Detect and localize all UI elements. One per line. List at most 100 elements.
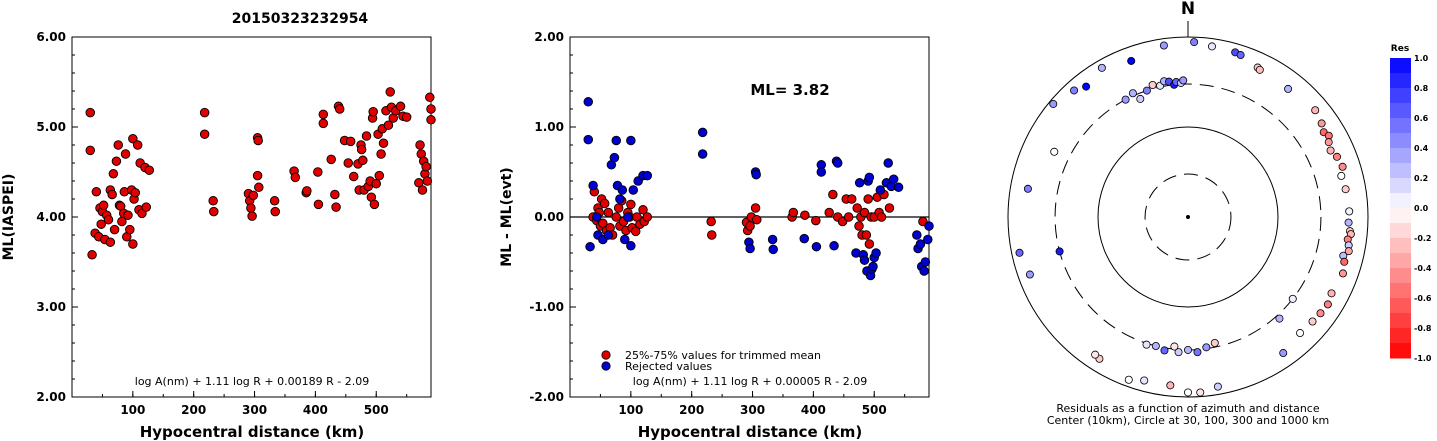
panel2-point [642,170,653,181]
colorbar-tick-label: 0.4 [1414,144,1429,153]
polar-point [1127,56,1136,65]
polar-point [1196,388,1205,397]
panel1-point [313,199,324,210]
panel2-point [875,185,886,195]
panel1-point [125,224,135,235]
polar-point [1174,348,1183,357]
panel1-point [331,202,341,212]
panel1-point [371,178,381,189]
panel2-point [871,248,881,258]
panel1-point [208,196,218,206]
panel1-xtick-label: 500 [364,403,389,417]
panel1-formula: log A(nm) + 1.11 log R + 0.00189 R - 2.0… [135,375,369,388]
polar-caption-line2: Center (10km), Circle at 30, 100, 300 an… [1047,414,1329,427]
colorbar-tick-label: 1.0 [1414,54,1429,63]
polar-point [1288,294,1297,303]
panel2-point [583,97,594,107]
panel1-point [85,145,96,156]
panel1-point [123,210,133,220]
panel1-point [248,190,259,201]
panel1-point [368,106,378,117]
panel2-point [620,234,630,245]
panel1-point [358,155,368,166]
panel1-xtick-label: 100 [120,403,145,417]
panel2-point [854,178,865,188]
panel2-point [811,241,822,252]
panel1-point [343,158,353,168]
panel2-point [919,266,929,276]
panel2-point [843,212,854,222]
polar-point [1337,171,1346,180]
panel1-xtick-label: 300 [242,403,267,417]
panel1-ytick-label: 6.00 [36,30,66,44]
panel1-point [91,187,102,197]
panel1-point [378,138,389,148]
colorbar-cell [1390,238,1411,254]
panel1-point [254,182,264,193]
panel2-point [829,241,839,251]
panel1-point [318,118,329,129]
panel2-point [599,198,610,209]
polar-point [1284,84,1293,93]
polar-point [1210,339,1219,348]
panel1-point [290,172,301,183]
polar-point [1160,346,1169,355]
panel2-point [811,215,821,226]
colorbar-title: Res [1391,44,1409,54]
panel2-point [920,257,931,267]
panel1-point [361,131,372,141]
polar-point [1341,185,1350,194]
panel1-point [209,206,219,217]
polar-point [1159,41,1168,50]
panel2-point [824,207,834,218]
polar-point [1275,314,1284,323]
polar-point [1338,269,1347,278]
polar-point [1050,147,1059,156]
panel1-point [421,161,431,172]
panel2-point [864,239,875,249]
legend-marker-rejected [601,361,611,371]
panel1-point [356,144,367,155]
panel2-point [697,149,708,159]
panel1-point [128,239,138,249]
panel2-point [623,212,633,222]
panel1-point [132,140,143,150]
polar-point [1097,63,1106,72]
colorbar-cell [1390,178,1411,194]
panel1-point [326,154,336,165]
polar-point [1140,376,1149,385]
panel2-point [799,233,810,244]
polar-point [1015,248,1024,257]
panel1-ytick-label: 2.00 [36,390,66,404]
colorbar-cell [1390,118,1411,134]
legend-label-trimmed: 25%-75% values for trimmed mean [625,349,821,362]
polar-center [1186,215,1190,219]
panel1-point [141,202,151,212]
panel2-point [617,185,628,195]
panel2-point [626,135,636,146]
polar-point [1166,381,1175,390]
polar-point [1170,342,1179,351]
panel1-ytick-label: 3.00 [36,300,66,314]
panel2-point [706,216,716,227]
panel1-point [313,167,323,177]
panel1-point [348,171,359,182]
north-label: N [1181,0,1195,19]
panel1-point [111,156,122,166]
polar-point [1023,184,1032,193]
panel2-point [750,203,761,213]
panel2-point [816,167,827,177]
panel1-point [422,176,433,186]
panel2-point [626,199,636,210]
colorbar-cell [1390,343,1411,359]
colorbar-cell [1390,313,1411,329]
polar-point [1323,300,1332,309]
panel2-point [767,234,778,245]
polar-point [1296,329,1305,338]
panel1-point [109,224,120,235]
legend-marker-trimmed [601,350,611,360]
polar-point [1142,86,1151,95]
panel2-point [745,221,755,231]
panel2-point [800,210,810,220]
